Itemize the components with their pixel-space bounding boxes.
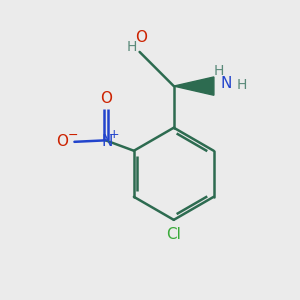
Text: Cl: Cl [166, 227, 181, 242]
Text: H: H [214, 64, 224, 78]
Polygon shape [174, 77, 214, 95]
Text: O: O [56, 134, 68, 149]
Text: H: H [127, 40, 137, 54]
Text: O: O [100, 91, 112, 106]
Text: H: H [237, 78, 247, 92]
Text: N: N [220, 76, 232, 91]
Text: O: O [135, 30, 147, 45]
Text: +: + [108, 128, 119, 141]
Text: −: − [68, 129, 78, 142]
Text: N: N [101, 134, 113, 149]
